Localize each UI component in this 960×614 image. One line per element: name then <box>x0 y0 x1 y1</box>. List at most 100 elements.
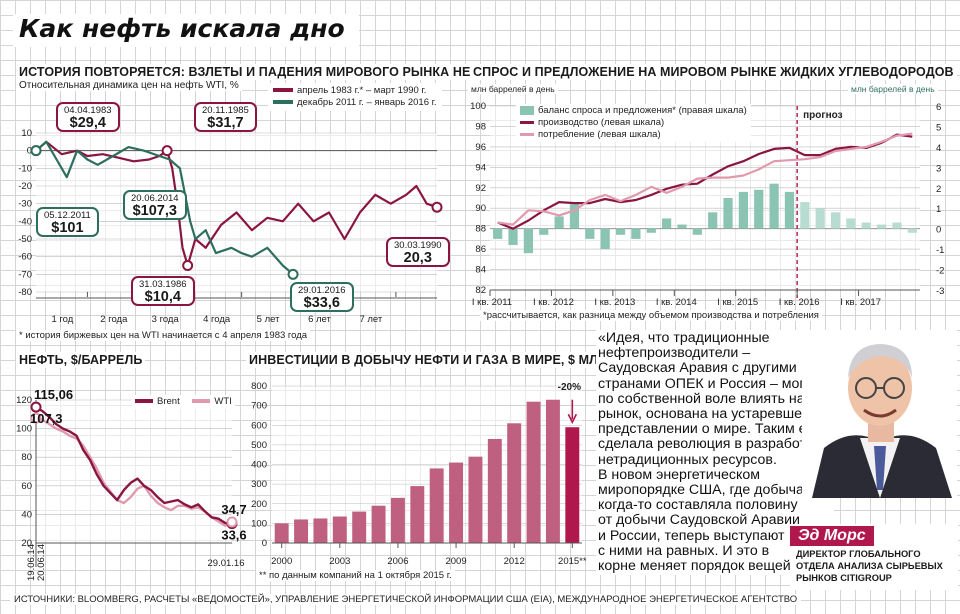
legend-label-1983: апрель 1983 г.* – март 1990 г. <box>297 85 427 96</box>
legend-balance: баланс спроса и предложения* (правая шка… <box>520 105 747 117</box>
quote-line: нефтепроизводители – <box>598 345 751 362</box>
invest-ytick: 700 <box>251 401 267 412</box>
price-legend: Brent WTI <box>132 395 235 409</box>
price-start-marker <box>30 401 42 413</box>
legend-label-2011: декабрь 2011 г. – январь 2016 г. <box>297 97 437 108</box>
history-xtick: 5 лет <box>257 314 280 325</box>
price-x-start-label-1: 19.06.14 <box>26 544 37 581</box>
invest-ytick: 0 <box>262 538 267 549</box>
invest-note: ** по данным компаний на 1 октября 2015 … <box>256 570 455 581</box>
legend-swatch-consumption <box>520 132 534 136</box>
supply-balance-bar <box>631 228 641 239</box>
supply-balance-bar <box>539 228 549 235</box>
callout-04-04-1983: 04.04.1983 $29,4 <box>56 102 120 132</box>
callout-date: 20.11.1985 <box>202 105 249 116</box>
portrait-illustration <box>802 330 957 498</box>
invest-xtick: 2000 <box>271 556 292 567</box>
invest-xtick: 2009 <box>445 556 466 567</box>
legend-production: производство (левая шкала) <box>520 117 747 129</box>
invest-ytick: 800 <box>251 381 267 392</box>
page-title: Как нефть искала дно <box>13 14 359 47</box>
callout-20-06-2014: 20.06.2014 $107,3 <box>123 190 187 220</box>
supply-forecast-label: прогноз <box>803 110 842 121</box>
supply-ytick-right: -2 <box>936 266 944 277</box>
price-brent-end-label: 33,6 <box>221 528 246 543</box>
supply-xtick: I кв. 2015 <box>717 297 758 308</box>
history-marker <box>161 145 173 157</box>
supply-balance-bar <box>754 189 764 229</box>
supply-ytick-left: 92 <box>475 183 486 194</box>
price-title: НЕФТЬ, $/БАРРЕЛЬ <box>16 352 146 368</box>
callout-value: $29,4 <box>69 115 106 131</box>
callout-31-03-1986: 31.03.1986 $10,4 <box>131 276 195 306</box>
supply-right-unit: млн баррелей в день <box>848 84 938 94</box>
history-xtick: 4 года <box>203 314 231 325</box>
supply-ytick-left: 96 <box>475 142 486 153</box>
price-ytick: 100 <box>16 424 32 435</box>
callout-20-11-1985: 20.11.1985 $31,7 <box>194 102 257 132</box>
history-ytick: -50 <box>18 234 32 245</box>
legend-brent: Brent <box>135 396 180 407</box>
invest-bar <box>371 505 386 543</box>
legend-swatch-brent <box>135 399 153 404</box>
legend-1983: апрель 1983 г.* – март 1990 г. <box>273 85 437 97</box>
legend-label-production: производство (левая шкала) <box>538 117 665 128</box>
invest-annotation: -20% <box>558 382 581 393</box>
quote-line: нетрадиционных ресурсов. <box>598 451 777 468</box>
supply-balance-bar <box>523 228 533 254</box>
supply-balance-bar <box>508 228 518 246</box>
quote-line: представлении о мире. Таким его <box>598 421 820 438</box>
quote-line: «Идея, что традиционные <box>598 330 770 346</box>
supply-balance-bar <box>600 228 610 250</box>
invest-title: ИНВЕСТИЦИИ В ДОБЫЧУ НЕФТИ И ГАЗА В МИРЕ,… <box>246 352 618 368</box>
price-ytick: 40 <box>21 509 32 520</box>
history-marker <box>287 268 299 280</box>
supply-balance-bar <box>892 222 902 229</box>
legend-swatch-wti <box>192 399 211 404</box>
history-ytick: 10 <box>21 128 32 139</box>
legend-2011: декабрь 2011 г. – январь 2016 г. <box>273 97 437 109</box>
quote-block: «Идея, что традиционные нефтепроизводите… <box>596 330 834 576</box>
legend-swatch-balance <box>520 105 534 115</box>
callout-value: 20,3 <box>403 250 432 266</box>
price-start-marker <box>30 412 42 424</box>
invest-bar <box>390 497 405 543</box>
invest-bar <box>429 468 444 543</box>
invest-bar <box>507 423 522 543</box>
history-marker <box>182 260 194 271</box>
supply-xtick: I кв. 2013 <box>594 297 635 308</box>
invest-ytick: 500 <box>251 440 267 451</box>
history-xtick: 3 года <box>152 314 180 325</box>
history-marker <box>431 201 443 213</box>
invest-ytick: 600 <box>251 420 267 431</box>
history-marker <box>30 145 42 157</box>
supply-ytick-left: 82 <box>475 285 486 296</box>
legend-swatch-2011 <box>273 100 293 105</box>
callout-date: 31.03.1986 <box>139 279 187 290</box>
callout-date: 05.12.2011 <box>44 210 91 221</box>
invest-ytick: 100 <box>251 518 267 529</box>
legend-label-wti: WTI <box>214 396 232 407</box>
supply-ytick-right: 6 <box>936 102 941 113</box>
price-ytick: 120 <box>16 395 32 406</box>
price-end-marker <box>226 516 238 528</box>
legend-label-balance: баланс спроса и предложения* (правая шка… <box>538 105 747 116</box>
invest-bar <box>545 399 560 543</box>
callout-29-01-2016: 29.01.2016 $33,6 <box>290 282 354 312</box>
supply-xtick: I кв. 2012 <box>533 297 574 308</box>
supply-balance-bar <box>723 198 733 229</box>
invest-bar <box>274 523 289 543</box>
supply-note: *рассчитывается, как разница между объем… <box>480 310 822 321</box>
supply-ytick-left: 94 <box>475 162 486 173</box>
quote-line: В новом энергетическом <box>598 466 761 483</box>
supply-balance-bar <box>738 191 748 229</box>
person-role: Директор глобального отдела анализа сырь… <box>796 548 952 584</box>
invest-bar <box>565 427 580 543</box>
price-ytick: 80 <box>21 452 32 463</box>
invest-bar <box>352 511 367 543</box>
invest-bar <box>313 518 328 543</box>
callout-30-03-1990: 30.03.1990 20,3 <box>386 237 450 267</box>
supply-balance-bar <box>585 228 595 239</box>
